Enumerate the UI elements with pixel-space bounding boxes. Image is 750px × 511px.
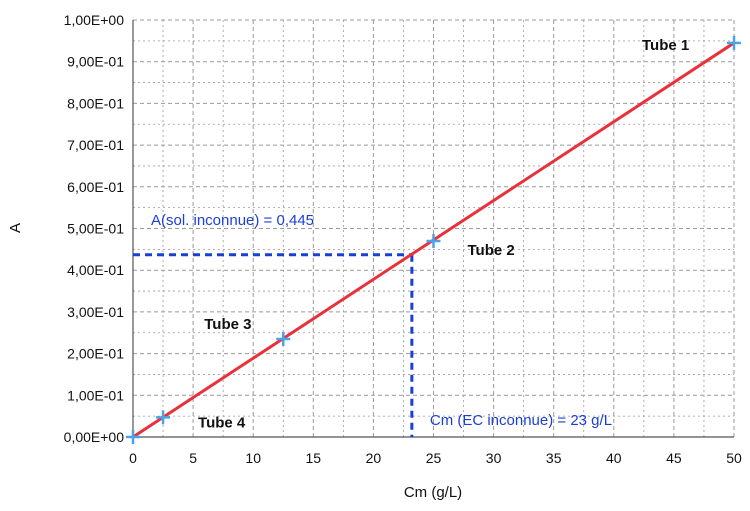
y-tick-label: 1,00E+00 [64, 12, 125, 28]
y-tick-label: 7,00E-01 [67, 137, 124, 153]
x-tick-label: 30 [486, 450, 502, 466]
series [126, 35, 741, 444]
x-tick-label: 15 [306, 450, 322, 466]
y-tick-label: 4,00E-01 [67, 262, 124, 278]
x-tick-label: 0 [129, 450, 137, 466]
x-tick-label: 50 [726, 450, 742, 466]
point-label: Tube 1 [642, 37, 689, 54]
tick-labels: 0 5 10 15 20 25 30 35 40 45 50 0,00E+00 1,00E-01 2,00… [64, 12, 742, 466]
y-axis-title: A [7, 223, 24, 233]
unknown-guides [133, 253, 414, 437]
y-tick-label: 5,00E-01 [67, 221, 124, 237]
point-label: Tube 4 [198, 414, 246, 431]
y-tick-label: 2,00E-01 [67, 346, 124, 362]
data-point-marker [126, 430, 140, 444]
data-point-marker [727, 35, 741, 50]
x-axis-title: Cm (g/L) [404, 484, 462, 501]
data-point-marker [276, 332, 291, 347]
point-label: Tube 2 [468, 242, 515, 259]
data-point-marker [426, 234, 441, 249]
axes [132, 20, 734, 438]
y-tick-label: 9,00E-01 [67, 54, 124, 70]
x-tick-label: 40 [606, 450, 622, 466]
x-tick-label: 25 [426, 450, 442, 466]
y-tick-label: 0,00E+00 [64, 429, 125, 445]
unknown-concentration-annotation: Cm (EC inconnue) = 23 g/L [430, 412, 612, 429]
unknown-absorbance-annotation: A(sol. inconnue) = 0,445 [151, 212, 314, 229]
grid [133, 19, 735, 437]
y-tick-label: 8,00E-01 [67, 95, 124, 111]
x-tick-label: 20 [366, 450, 382, 466]
x-tick-label: 35 [546, 450, 562, 466]
data-point-marker [156, 410, 171, 425]
x-tick-label: 5 [189, 450, 197, 466]
y-tick-label: 6,00E-01 [67, 179, 124, 195]
y-tick-label: 3,00E-01 [67, 304, 124, 320]
point-label: Tube 3 [204, 316, 251, 333]
x-tick-label: 45 [666, 450, 682, 466]
x-tick-label: 10 [245, 450, 261, 466]
point-labels: Tube 4 Tube 3 Tube 2 Tube 1 [198, 37, 689, 431]
y-tick-label: 1,00E-01 [67, 387, 124, 403]
